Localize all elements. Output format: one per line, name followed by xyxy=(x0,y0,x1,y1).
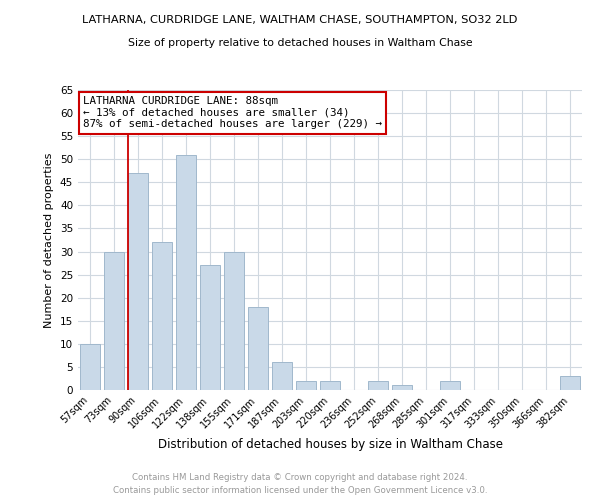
Bar xyxy=(368,381,388,390)
Bar xyxy=(104,252,124,390)
Bar xyxy=(560,376,580,390)
Bar xyxy=(176,154,196,390)
Bar xyxy=(440,381,460,390)
Text: Contains HM Land Registry data © Crown copyright and database right 2024.
Contai: Contains HM Land Registry data © Crown c… xyxy=(113,473,487,495)
Bar xyxy=(320,381,340,390)
Y-axis label: Number of detached properties: Number of detached properties xyxy=(44,152,55,328)
Text: LATHARNA CURDRIDGE LANE: 88sqm
← 13% of detached houses are smaller (34)
87% of : LATHARNA CURDRIDGE LANE: 88sqm ← 13% of … xyxy=(83,96,382,129)
Bar xyxy=(272,362,292,390)
Bar xyxy=(152,242,172,390)
X-axis label: Distribution of detached houses by size in Waltham Chase: Distribution of detached houses by size … xyxy=(157,438,503,451)
Bar xyxy=(224,252,244,390)
Text: Size of property relative to detached houses in Waltham Chase: Size of property relative to detached ho… xyxy=(128,38,472,48)
Text: LATHARNA, CURDRIDGE LANE, WALTHAM CHASE, SOUTHAMPTON, SO32 2LD: LATHARNA, CURDRIDGE LANE, WALTHAM CHASE,… xyxy=(82,15,518,25)
Bar xyxy=(128,173,148,390)
Bar xyxy=(392,386,412,390)
Bar xyxy=(248,307,268,390)
Bar xyxy=(296,381,316,390)
Bar xyxy=(200,266,220,390)
Bar xyxy=(80,344,100,390)
